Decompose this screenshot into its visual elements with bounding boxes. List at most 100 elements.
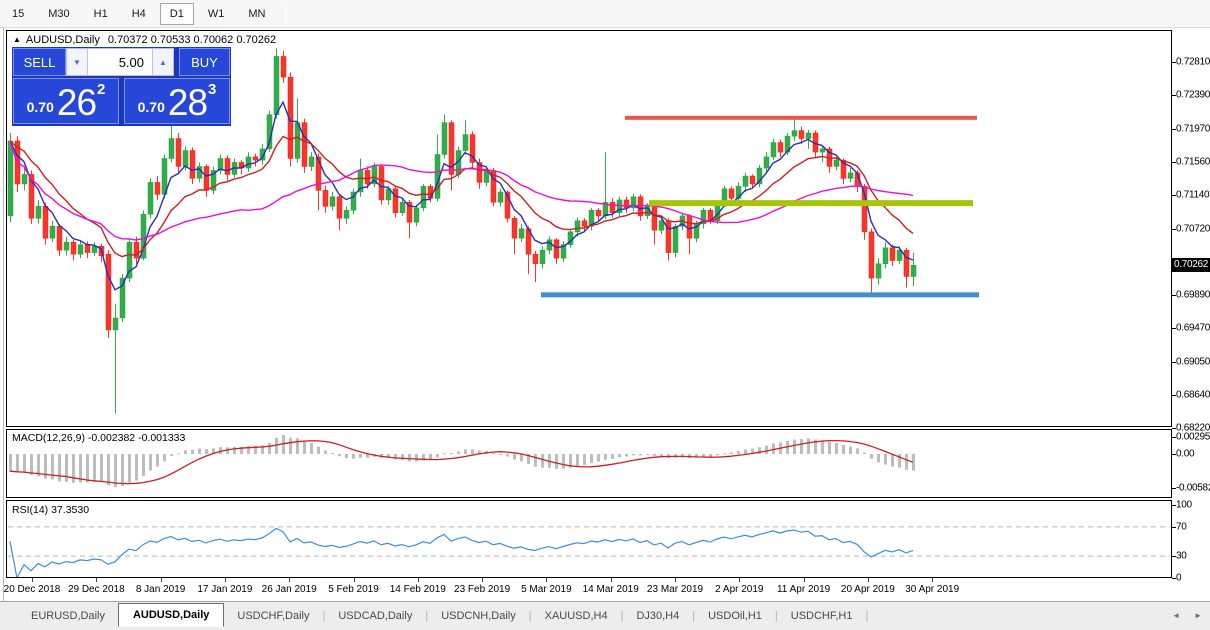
date-label: 8 Jan 2019 — [135, 584, 186, 595]
tab-separator: | — [774, 610, 778, 622]
price-axis-label: 0.69050 — [1176, 356, 1210, 368]
sell-price-digits: 26 — [56, 81, 97, 123]
tab-usdcnh-daily[interactable]: USDCNH,Daily — [441, 610, 516, 622]
axis-tick — [1172, 436, 1176, 438]
tab-usdchf-daily[interactable]: USDCHF,Daily — [237, 610, 310, 622]
date-label: 2 Apr 2019 — [715, 584, 764, 595]
date-label: 23 Feb 2019 — [454, 584, 511, 595]
price-axis-label: 0.71970 — [1176, 123, 1210, 135]
tab-xauusd-h4[interactable]: XAUUSD,H4 — [544, 610, 608, 622]
date-tick — [867, 578, 869, 582]
axis-tick — [1172, 62, 1176, 63]
buy-price-pip: 3 — [208, 81, 217, 98]
axis-tick — [1172, 328, 1176, 330]
price-axis-label: 0.72390 — [1176, 89, 1210, 101]
tab-dj30-h4[interactable]: DJ30,H4 — [636, 610, 680, 622]
date-label: 11 Apr 2019 — [776, 584, 831, 595]
axis-tick — [1172, 294, 1176, 296]
one-click-trading-panel: SELL ▼ 5.00 ▲ BUY 0.70 26 2 0.70 28 3 — [12, 47, 231, 126]
date-tick — [96, 578, 98, 582]
macd-axis-label: 0.002957 — [1176, 431, 1210, 443]
current-price-tag: 0.70262 — [1172, 258, 1210, 273]
timeframe-button-w1[interactable]: W1 — [207, 7, 225, 20]
date-label: 29 Dec 2018 — [67, 584, 125, 595]
axis-tick — [1172, 161, 1176, 163]
tab-separator: | — [865, 610, 869, 622]
tab-usdoil-h1[interactable]: USDOil,H1 — [708, 610, 762, 622]
timeframe-button-15[interactable]: 15 — [12, 7, 25, 20]
date-label: 17 Jan 2019 — [197, 584, 253, 595]
chart-title: ▲ AUDUSD,Daily 0.70372 0.70533 0.70062 0.7… — [13, 34, 276, 46]
chart-ohlc-values: 0.70372 0.70533 0.70062 0.70262 — [107, 34, 277, 46]
volume-decrease-button[interactable]: ▼ — [66, 48, 88, 76]
sell-price-box[interactable]: 0.70 26 2 — [13, 78, 119, 124]
axis-tick — [1172, 427, 1176, 429]
tab-usdchf-h1[interactable]: USDCHF,H1 — [790, 610, 853, 622]
rsi-axis-label: 100 — [1176, 499, 1192, 511]
rsi-axis-label: 30 — [1176, 550, 1187, 562]
axis-tick — [1172, 556, 1176, 558]
date-label: 20 Apr 2019 — [840, 584, 895, 595]
macd-indicator-label: MACD(12,26,9) -0.002382 -0.001333 — [12, 432, 186, 444]
price-axis-label: 0.70720 — [1176, 223, 1210, 235]
volume-increase-button[interactable]: ▲ — [152, 48, 174, 76]
sell-price-pip: 2 — [97, 81, 106, 98]
date-label: 14 Feb 2019 — [389, 584, 446, 595]
rsi-indicator-label: RSI(14) 37.3530 — [12, 504, 90, 516]
axis-tick — [1172, 195, 1176, 197]
date-tick — [224, 578, 226, 582]
sell-button[interactable]: SELL — [13, 48, 66, 76]
buy-price-box[interactable]: 0.70 28 3 — [124, 78, 230, 124]
timeframe-button-h4[interactable]: H4 — [131, 7, 146, 20]
timeframe-button-m30[interactable]: M30 — [48, 7, 70, 20]
price-axis-label: 0.69470 — [1176, 322, 1210, 334]
axis-tick — [1172, 505, 1176, 506]
price-axis-label: 0.72810 — [1176, 56, 1210, 68]
window-splitter[interactable] — [3, 28, 4, 630]
price-axis-label: 0.71560 — [1176, 156, 1210, 168]
axis-tick — [1172, 487, 1176, 489]
date-tick — [289, 578, 291, 582]
date-tick — [417, 578, 419, 582]
sell-price-prefix: 0.70 — [26, 99, 54, 115]
axis-tick — [1172, 578, 1176, 579]
symbol-tab-bar: EURUSD,Daily AUDUSD,Daily USDCHF,Daily | USD… — [0, 601, 1210, 630]
macd-axis-label: 0.00 — [1176, 448, 1195, 460]
timeframe-button-h1[interactable]: H1 — [93, 7, 108, 20]
timeframe-button-mn[interactable]: MN — [248, 7, 266, 20]
date-label: 23 Mar 2019 — [646, 584, 704, 595]
toolbar-separator — [285, 2, 287, 25]
date-label: 26 Jan 2019 — [261, 584, 317, 595]
date-label: 14 Mar 2019 — [582, 584, 639, 595]
tab-eurusd-daily[interactable]: EURUSD,Daily — [31, 610, 105, 622]
price-axis-label: 0.69890 — [1176, 289, 1210, 301]
volume-input[interactable]: 5.00 — [88, 48, 152, 76]
tab-separator: | — [528, 610, 532, 622]
buy-button[interactable]: BUY — [179, 48, 230, 76]
axis-tick — [1172, 128, 1176, 130]
collapse-triangle-icon[interactable]: ▲ — [13, 35, 21, 44]
rsi-axis-label: 0 — [1176, 572, 1182, 584]
timeframe-toolbar: 15 M30 H1 H4 D1 W1 MN — [0, 0, 1210, 28]
tab-audusd-daily[interactable]: AUDUSD,Daily — [117, 603, 225, 627]
tab-scroll-right-icon[interactable]: ► — [1194, 611, 1202, 620]
axis-tick — [1172, 95, 1176, 97]
date-tick — [610, 578, 612, 582]
macd-axis-label: -0.00582 — [1176, 482, 1210, 494]
price-axis-label: 0.71140 — [1176, 189, 1210, 201]
rsi-panel[interactable] — [6, 500, 1172, 578]
axis-tick — [1172, 361, 1176, 363]
timeframe-button-d1[interactable]: D1 — [159, 2, 194, 25]
date-tick — [546, 578, 548, 582]
date-label: 30 Apr 2019 — [905, 584, 960, 595]
axis-tick — [1172, 228, 1176, 230]
tab-usdcad-daily[interactable]: USDCAD,Daily — [338, 610, 413, 622]
date-tick — [932, 578, 934, 582]
buy-price-digits: 28 — [167, 81, 208, 123]
chart-symbol-label: AUDUSD,Daily — [25, 34, 100, 46]
buy-price-prefix: 0.70 — [137, 99, 165, 115]
price-axis-label: 0.68220 — [1176, 422, 1210, 434]
date-label: 20 Dec 2018 — [3, 584, 61, 595]
tab-scroll-left-icon[interactable]: ◄ — [1172, 611, 1181, 620]
